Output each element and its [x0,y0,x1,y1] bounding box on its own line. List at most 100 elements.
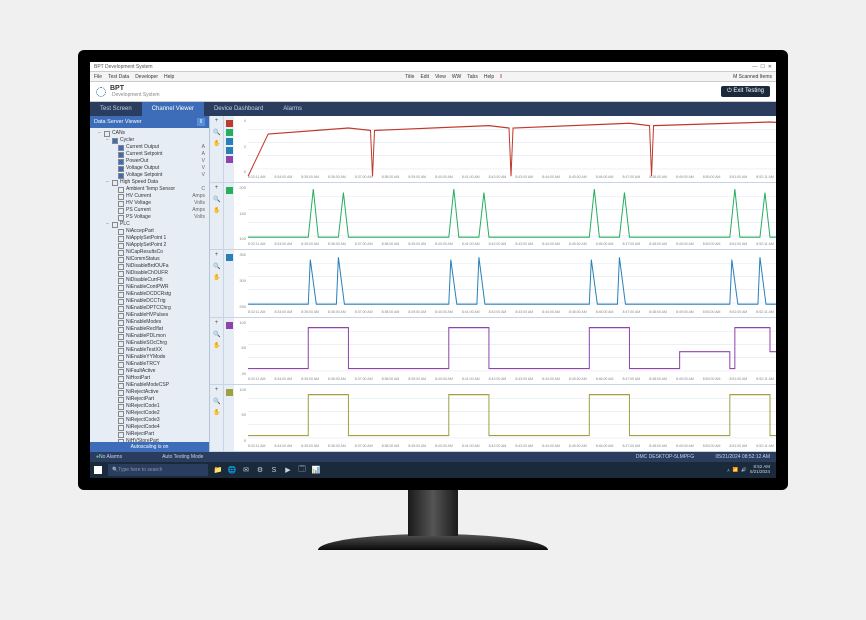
tree-row[interactable]: PS CurrentAmps [90,207,209,214]
tree-row[interactable]: NiDisableCurrFlt [90,277,209,284]
search-input[interactable]: 🔍 Type here to search [108,464,208,476]
tree-row[interactable]: NiRejectPart [90,431,209,438]
plot-area[interactable]: 10060408:32:11 AM8:34:00 AM8:35:00 AM8:3… [234,318,776,384]
tree-row[interactable]: NiEnableDCCTrig [90,298,209,305]
toolbar-view[interactable]: View [435,74,446,80]
tree-row[interactable]: NiEnableModes [90,319,209,326]
tree-row[interactable]: NiEnableHVPulses [90,312,209,319]
checkbox-icon[interactable] [118,341,124,347]
tree-row[interactable]: NiEnablePDLmon [90,333,209,340]
taskbar-app-icon[interactable]: 📊 [310,464,322,476]
tree-row[interactable]: HV VoltageVolts [90,200,209,207]
tree-row[interactable]: NiEnableYYMode [90,354,209,361]
hand-icon[interactable]: ✋ [213,207,220,214]
checkbox-icon[interactable] [118,348,124,354]
checkbox-icon[interactable] [118,194,124,200]
checkbox-icon[interactable] [118,145,124,151]
toolbar-title[interactable]: Title [405,74,414,80]
checkbox-icon[interactable] [118,173,124,179]
tree-row[interactable]: NiEnableTRCY [90,361,209,368]
add-icon[interactable]: + [213,185,220,192]
chevron-up-icon[interactable]: ˄ [727,468,730,473]
checkbox-icon[interactable] [118,264,124,270]
color-swatch[interactable] [226,147,233,154]
checkbox-icon[interactable] [118,250,124,256]
color-swatch[interactable] [226,129,233,136]
tree-row[interactable]: NiRejectCode3 [90,417,209,424]
hand-icon[interactable]: ✋ [213,140,220,147]
menu-file[interactable]: File [94,74,102,80]
checkbox-icon[interactable] [118,390,124,396]
add-icon[interactable]: + [213,320,220,327]
tree-row[interactable]: Voltage SetpointV [90,172,209,179]
tree-row[interactable]: Current OutputA [90,144,209,151]
checkbox-icon[interactable] [104,131,110,137]
color-swatch[interactable] [226,138,233,145]
tree-row[interactable]: PS VoltageVolts [90,214,209,221]
checkbox-icon[interactable] [118,187,124,193]
plot-area[interactable]: 4208:32:11 AM8:34:00 AM8:35:00 AM8:36:00… [234,116,776,182]
checkbox-icon[interactable] [118,292,124,298]
add-icon[interactable]: + [213,252,220,259]
hand-icon[interactable]: ✋ [213,274,220,281]
hand-icon[interactable]: ✋ [213,409,220,416]
close-icon[interactable]: ✕ [768,64,772,70]
taskbar-app-icon[interactable]: 🌐 [226,464,238,476]
zoom-icon[interactable]: 🔍 [213,196,220,203]
zoom-icon[interactable]: 🔍 [213,263,220,270]
toolbar-edit[interactable]: Edit [420,74,429,80]
maximize-icon[interactable]: ☐ [760,64,764,70]
checkbox-icon[interactable] [118,306,124,312]
start-button[interactable] [92,464,104,476]
color-swatch[interactable] [226,156,233,163]
checkbox-icon[interactable] [112,222,118,228]
checkbox-icon[interactable] [118,313,124,319]
tree-row[interactable]: NiFaultActive [90,368,209,375]
plot-area[interactable]: 1005008:32:11 AM8:34:00 AM8:35:00 AM8:36… [234,385,776,451]
checkbox-icon[interactable] [118,425,124,431]
minimize-icon[interactable]: — [752,64,757,70]
tree-row[interactable]: NiRejectPart [90,396,209,403]
tab-alarms[interactable]: Alarms [273,102,312,116]
tab-test-screen[interactable]: Test Screen [90,102,142,116]
checkbox-icon[interactable] [118,432,124,438]
checkbox-icon[interactable] [118,404,124,410]
checkbox-icon[interactable] [118,327,124,333]
tree-row[interactable]: NiCapResultsCo [90,249,209,256]
taskbar-app-icon[interactable]: ▶ [282,464,294,476]
pause-button[interactable]: ‖ [197,118,205,126]
color-swatch[interactable] [226,389,233,396]
checkbox-icon[interactable] [118,236,124,242]
tree-row[interactable]: NiRejectActive [90,389,209,396]
checkbox-icon[interactable] [112,138,118,144]
tree-row[interactable]: NiAccepPart [90,228,209,235]
plot-area[interactable]: 3503002508:32:11 AM8:34:00 AM8:35:00 AM8… [234,250,776,316]
taskbar-app-icon[interactable]: 🗔 [296,464,308,476]
volume-icon[interactable]: 🔊 [741,467,747,473]
zoom-icon[interactable]: 🔍 [213,398,220,405]
tree-row[interactable]: NiEnableTestXX [90,347,209,354]
checkbox-icon[interactable] [118,320,124,326]
checkbox-icon[interactable] [118,166,124,172]
stop-icon[interactable]: ‖ [500,74,502,80]
tree-row[interactable]: −Cycler [90,137,209,144]
zoom-icon[interactable]: 🔍 [213,129,220,136]
tree-row[interactable]: NiApplySetPoint 2 [90,242,209,249]
tree-row[interactable]: NiEnableModeCSP [90,382,209,389]
color-swatch[interactable] [226,254,233,261]
tree-row[interactable]: NiRejectCode1 [90,403,209,410]
tree-row[interactable]: −PLC [90,221,209,228]
checkbox-icon[interactable] [118,411,124,417]
add-icon[interactable]: + [213,118,220,125]
add-icon[interactable]: + [213,387,220,394]
tree-row[interactable]: NiEnableSOcChrg [90,340,209,347]
tree-row[interactable]: Ambient Temp SensorC [90,186,209,193]
checkbox-icon[interactable] [118,159,124,165]
checkbox-icon[interactable] [118,201,124,207]
menu-testdata[interactable]: Test Data [108,74,129,80]
toolbar-tabs[interactable]: Tabs [467,74,478,80]
checkbox-icon[interactable] [118,418,124,424]
checkbox-icon[interactable] [118,369,124,375]
tree-row[interactable]: NiEnableReclflat [90,326,209,333]
taskbar-app-icon[interactable]: 📁 [212,464,224,476]
